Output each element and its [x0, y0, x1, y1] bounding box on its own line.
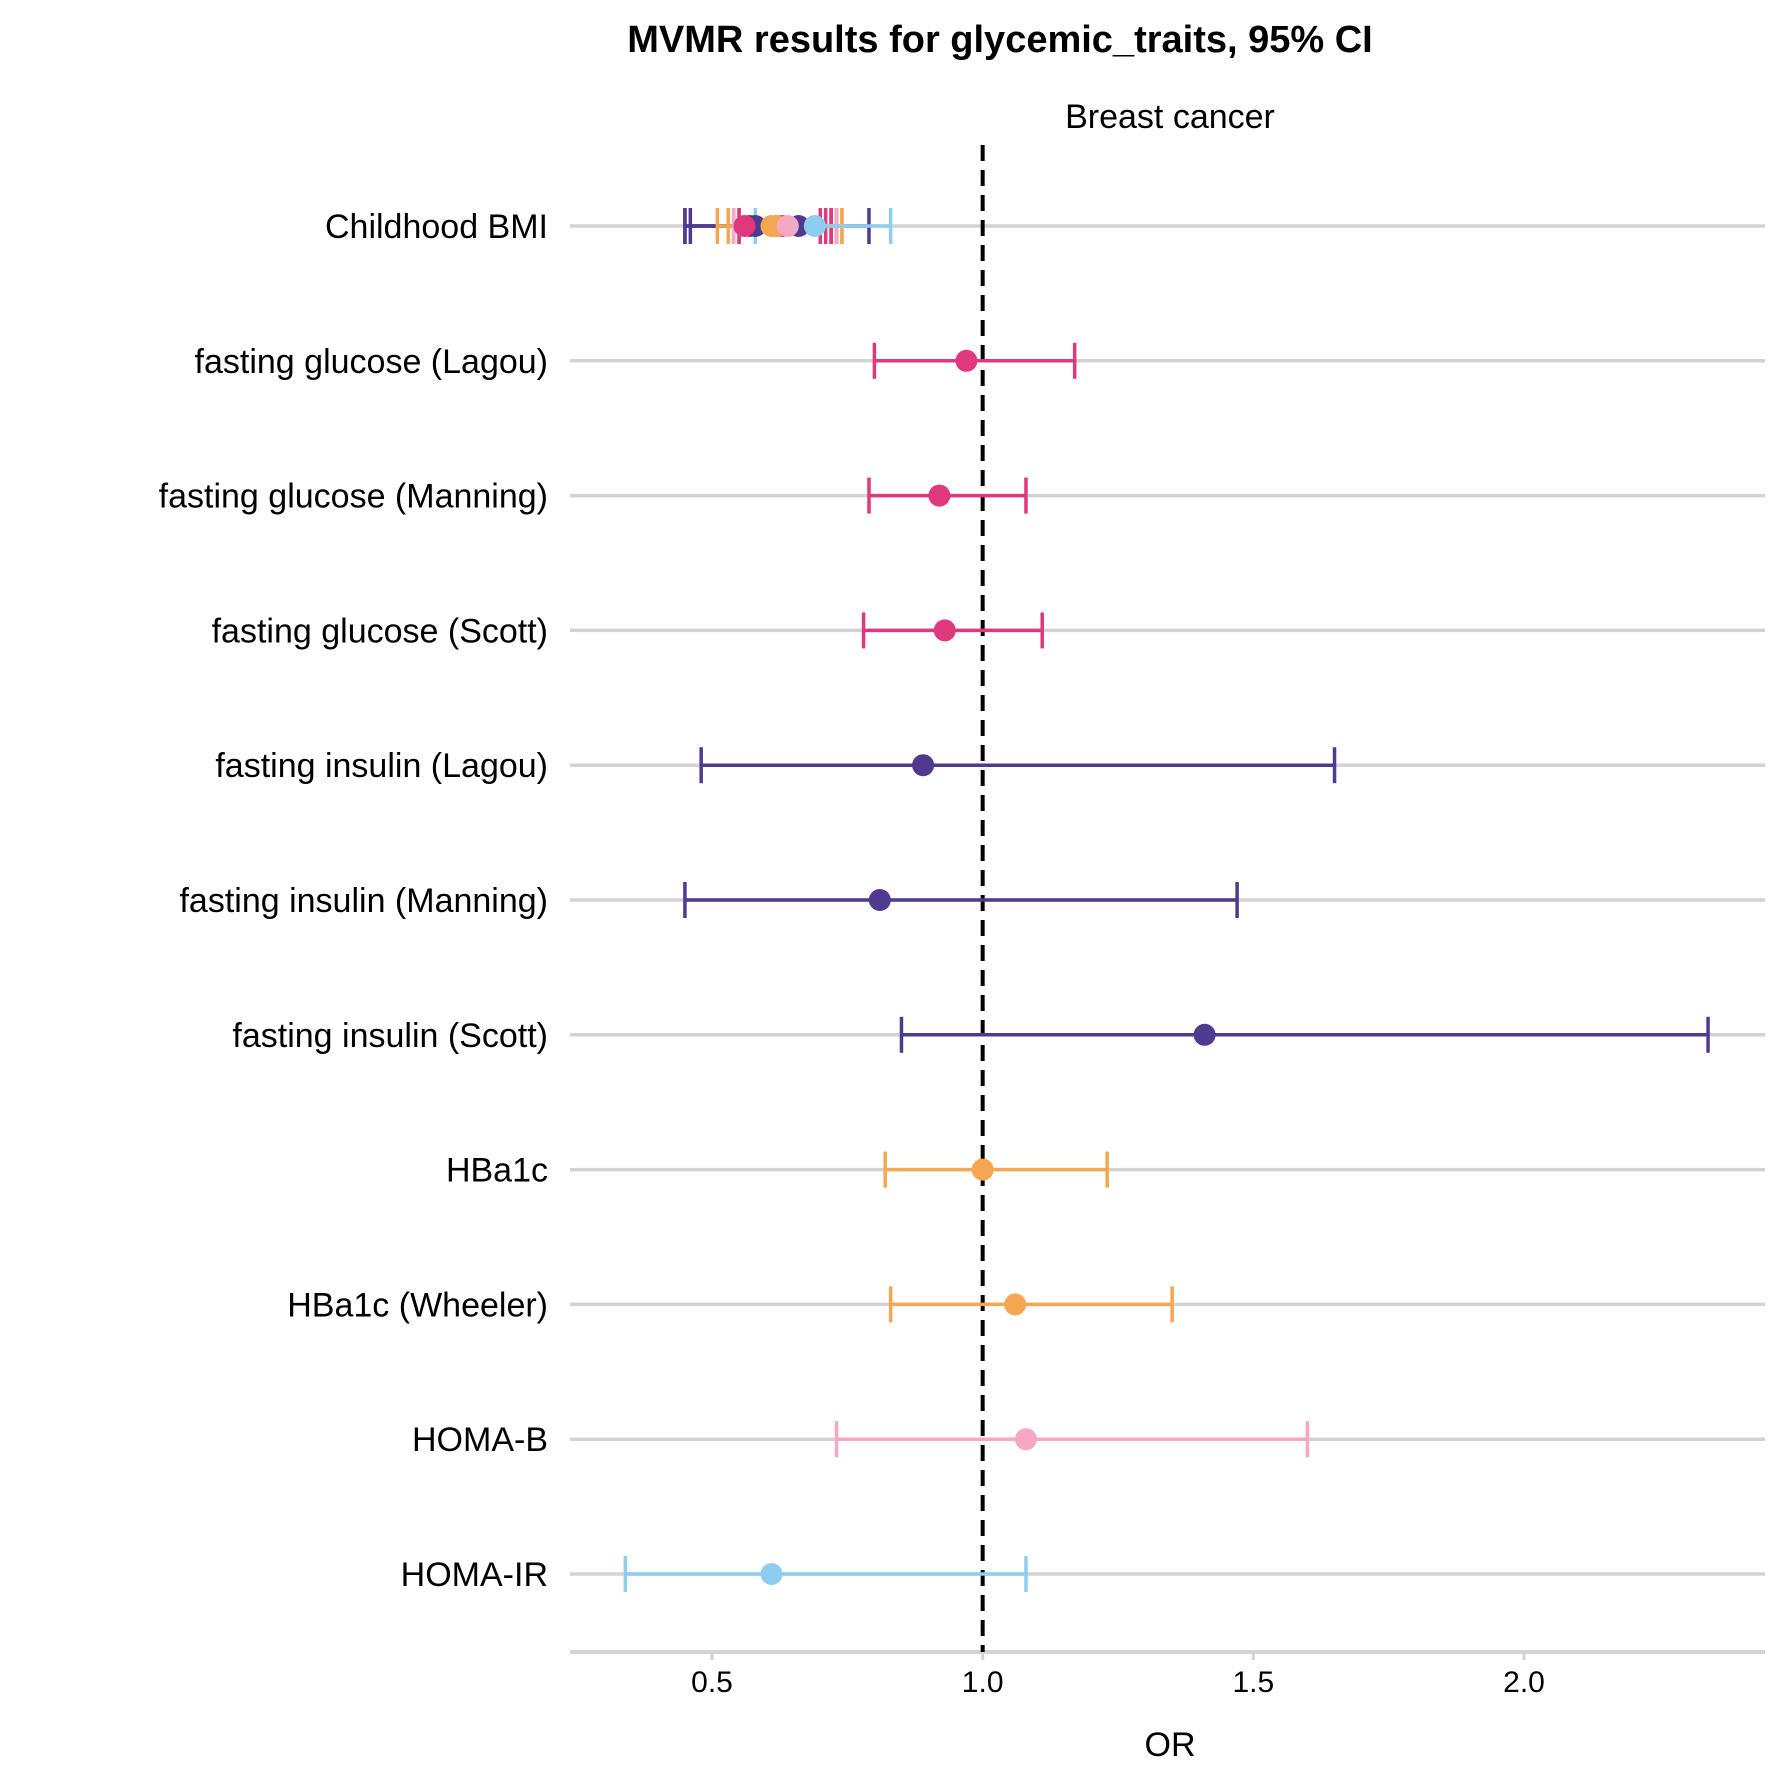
y-tick-label: fasting insulin (Lagou)	[215, 747, 548, 785]
point-estimate	[933, 619, 956, 642]
x-tick-label: 0.5	[691, 1666, 733, 1699]
y-tick-label: HBa1c (Wheeler)	[287, 1286, 548, 1324]
error-bar	[834, 1421, 1310, 1458]
point-estimate	[971, 1158, 994, 1181]
x-tick-label: 2.0	[1503, 1666, 1545, 1699]
point-estimate	[1004, 1293, 1027, 1316]
y-tick-label: fasting glucose (Lagou)	[195, 343, 548, 381]
chart-title: MVMR results for glycemic_traits, 95% CI	[627, 19, 1372, 61]
y-tick-label: Childhood BMI	[325, 208, 548, 246]
error-bar	[683, 882, 1239, 918]
point-estimate	[733, 215, 756, 237]
point-estimate	[955, 349, 978, 372]
error-bar	[699, 747, 1337, 784]
y-tick-label: HOMA-IR	[401, 1556, 548, 1594]
point-estimate	[1193, 1023, 1216, 1046]
error-bar	[883, 1151, 1109, 1188]
y-tick-label: HBa1c	[446, 1152, 548, 1190]
y-tick-label: fasting insulin (Scott)	[232, 1017, 548, 1055]
x-tick-label: 1.0	[962, 1666, 1004, 1699]
facet-label: Breast cancer	[1065, 98, 1275, 136]
y-tick-label: fasting insulin (Manning)	[179, 882, 548, 920]
point-estimate	[912, 754, 935, 777]
y-tick-label: HOMA-B	[412, 1421, 548, 1459]
y-axis-labels: Childhood BMI fasting glucose (Lagou) fast…	[159, 208, 548, 1594]
point-estimate	[928, 484, 951, 507]
y-tick-label: fasting glucose (Scott)	[212, 612, 548, 650]
error-bar	[623, 1556, 1028, 1592]
error-bar	[899, 1016, 1710, 1053]
x-tick-label: 1.5	[1232, 1666, 1274, 1699]
error-bar	[888, 1286, 1174, 1323]
point-estimate	[760, 1563, 783, 1585]
point-estimate	[868, 889, 891, 911]
point-estimate	[803, 215, 826, 237]
points-layer	[733, 215, 1216, 1585]
point-estimate	[1014, 1428, 1037, 1451]
x-axis-label: OR	[1145, 1726, 1196, 1764]
y-tick-label: fasting glucose (Manning)	[159, 478, 548, 516]
x-axis: 0.5 1.0 1.5 2.0	[570, 1650, 1765, 1699]
point-estimate	[776, 215, 799, 237]
